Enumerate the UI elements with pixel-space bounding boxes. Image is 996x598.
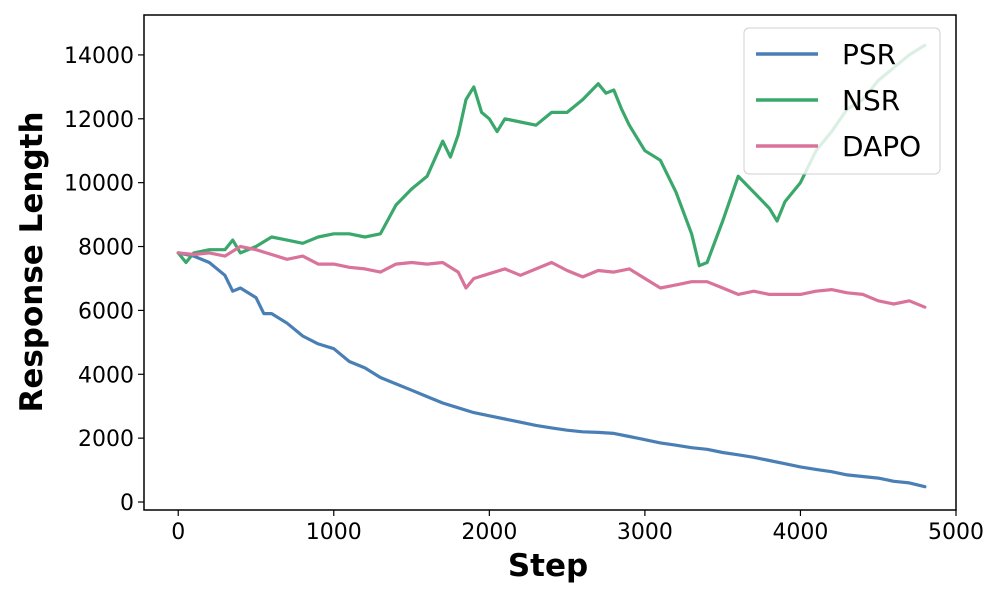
y-tick-label: 10000 <box>64 172 134 197</box>
series-line-nsr <box>176 43 927 268</box>
y-tick-label: 12000 <box>64 108 134 133</box>
y-tick-label: 2000 <box>78 427 134 452</box>
x-tick-label: 4000 <box>772 520 828 545</box>
y-axis: 0 2000 4000 6000 8000 10000 12000 14000 <box>64 44 144 516</box>
x-tick-label: 0 <box>171 520 185 545</box>
y-axis-label: Response Length <box>14 111 50 412</box>
legend: PSR NSR DAPO <box>743 27 941 175</box>
y-tick-label: 0 <box>120 491 134 516</box>
series-line-dapo <box>176 244 927 309</box>
x-axis: 0 1000 2000 3000 4000 5000 <box>171 510 984 545</box>
x-tick-label: 3000 <box>617 520 673 545</box>
y-tick-label: 4000 <box>78 363 134 388</box>
y-tick-label: 14000 <box>64 44 134 69</box>
series-layer <box>176 43 927 489</box>
y-tick-label: 6000 <box>78 299 134 324</box>
legend-label-nsr: NSR <box>842 84 900 117</box>
x-tick-label: 2000 <box>461 520 517 545</box>
x-tick-label: 1000 <box>306 520 362 545</box>
x-axis-label: Step <box>508 548 588 584</box>
legend-box <box>743 27 941 175</box>
series-line-psr <box>176 251 927 489</box>
legend-label-psr: PSR <box>842 38 896 71</box>
legend-label-dapo: DAPO <box>842 130 921 163</box>
y-tick-label: 8000 <box>78 236 134 261</box>
plot-frame <box>143 14 957 511</box>
x-tick-label: 5000 <box>928 520 984 545</box>
